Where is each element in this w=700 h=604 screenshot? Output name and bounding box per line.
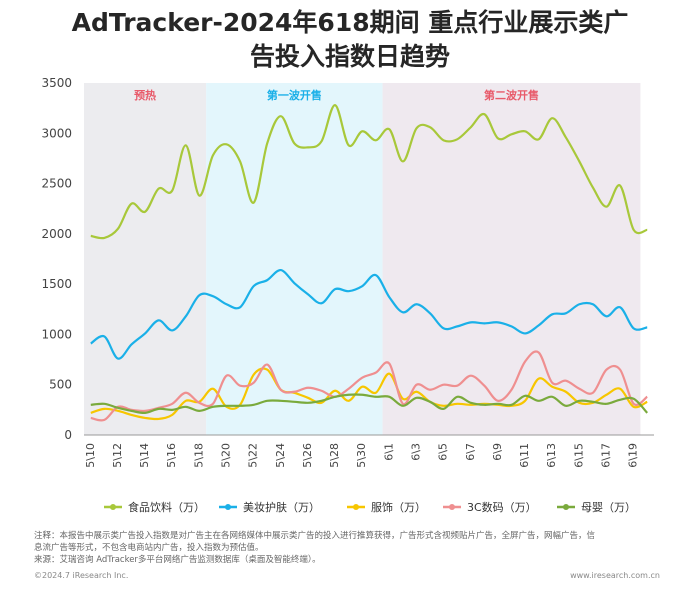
line-chart: 预热 第一波开售 第二波开售 0 500 1000 1500 2000 2500 3000 3500… xyxy=(41,76,654,514)
note-line-1: 注释：本报告中展示类广告投入指数是对广告主在各网络媒体中展示类广告的投入进行推算… xyxy=(34,531,596,541)
phase-label-0: 预热 xyxy=(134,88,156,102)
x-tick-label: 6\13 xyxy=(545,443,558,468)
legend-marker xyxy=(449,504,455,510)
x-tick-label: 5\20 xyxy=(220,443,233,468)
x-tick-label: 5\12 xyxy=(111,443,124,468)
y-tick-label: 1500 xyxy=(41,277,72,291)
chart-title-line1: AdTracker-2024年618期间 重点行业展示类广 xyxy=(71,8,629,37)
x-tick-label: 6\9 xyxy=(491,443,504,461)
x-tick-label: 5\18 xyxy=(192,443,205,468)
x-tick-label: 6\7 xyxy=(464,443,477,461)
phase-band-0 xyxy=(84,83,207,435)
series-line-2 xyxy=(90,367,648,421)
x-tick-label: 5\26 xyxy=(301,443,314,468)
legend-marker xyxy=(353,504,359,510)
legend-label: 母婴（万） xyxy=(581,501,636,514)
x-tick-label: 6\15 xyxy=(572,443,585,468)
series-line-3 xyxy=(90,350,648,422)
x-tick-label: 5\28 xyxy=(328,443,341,468)
legend-marker xyxy=(563,504,569,510)
y-tick-label: 3500 xyxy=(41,76,72,90)
x-tick-label: 5\10 xyxy=(84,443,97,468)
legend-marker xyxy=(110,504,116,510)
y-tick-label: 2500 xyxy=(41,177,72,191)
x-tick-label: 5\30 xyxy=(355,443,368,468)
x-tick-label: 6\11 xyxy=(518,443,531,468)
x-tick-label: 6\5 xyxy=(437,443,450,461)
phase-label-2: 第二波开售 xyxy=(484,88,539,102)
y-tick-label: 2000 xyxy=(41,227,72,241)
x-tick-label: 5\22 xyxy=(247,443,260,468)
x-tick-label: 5\16 xyxy=(165,443,178,468)
chart-title-line2: 告投入指数日趋势 xyxy=(249,42,450,71)
y-tick-label: 1000 xyxy=(41,327,72,341)
legend-label: 美妆护肤（万） xyxy=(243,500,320,514)
y-tick-label: 3000 xyxy=(41,126,72,140)
legend-marker xyxy=(225,504,231,510)
website: www.iresearch.com.cn xyxy=(570,571,660,580)
notes: 注释：本报告中展示类广告投入指数是对广告主在各网络媒体中展示类广告的投入进行推算… xyxy=(34,530,664,566)
x-tick-label: 6\19 xyxy=(627,443,640,468)
x-tick-label: 5\24 xyxy=(274,443,287,468)
y-tick-label: 0 xyxy=(64,428,72,442)
series-line-1 xyxy=(90,268,648,360)
x-tick-label: 5\14 xyxy=(138,443,151,468)
x-tick-label: 6\1 xyxy=(382,443,395,461)
y-tick-label: 500 xyxy=(49,378,72,392)
note-line-3: 来源：艾瑞咨询 AdTracker多平台网络广告监测数据库（桌面及智能终端）。 xyxy=(34,555,321,565)
legend-label: 食品饮料（万） xyxy=(128,500,205,514)
phase-band-2 xyxy=(382,83,641,435)
x-tick-label: 6\17 xyxy=(600,443,613,468)
phase-label-1: 第一波开售 xyxy=(267,88,322,102)
legend-label: 服饰（万） xyxy=(371,500,426,514)
legend-label: 3C数码（万） xyxy=(467,501,537,514)
series-line-0 xyxy=(90,104,648,240)
note-line-2: 息流广告等形式，不包含电商站内广告，投入指数为预估值。 xyxy=(34,543,264,553)
x-tick-label: 6\3 xyxy=(410,443,423,461)
copyright: ©2024.7 iResearch Inc. xyxy=(34,571,129,580)
series-line-4 xyxy=(90,393,649,415)
